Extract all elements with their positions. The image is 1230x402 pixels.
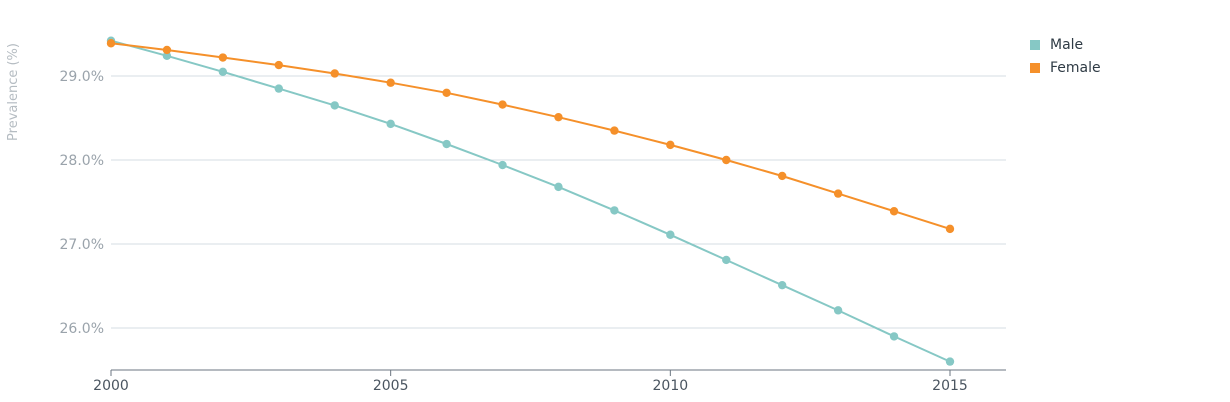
series-line-male <box>110 39 951 363</box>
y-tick-label: 26.0% <box>60 321 104 337</box>
y-tick-label: 29.0% <box>60 69 104 85</box>
data-point-male[interactable] <box>162 51 172 61</box>
legend-item-female[interactable]: Female <box>1030 56 1101 79</box>
data-point-male[interactable] <box>666 230 675 239</box>
x-tick-label: 2000 <box>93 378 129 394</box>
data-point-male[interactable] <box>610 206 619 215</box>
data-point-male[interactable] <box>498 160 507 170</box>
data-point-female[interactable] <box>330 69 339 78</box>
gridlines <box>111 75 1006 329</box>
data-point-male[interactable] <box>386 119 395 129</box>
data-point-male[interactable] <box>218 67 228 77</box>
data-point-male[interactable] <box>945 357 955 366</box>
legend-label-female: Female <box>1050 59 1101 76</box>
data-point-female[interactable] <box>386 78 395 87</box>
data-point-male[interactable] <box>833 306 843 315</box>
data-point-male[interactable] <box>889 332 899 341</box>
data-point-female[interactable] <box>554 112 563 122</box>
data-point-female[interactable] <box>106 39 116 48</box>
legend-swatch-female <box>1030 62 1040 73</box>
x-tick-label: 2015 <box>932 378 968 394</box>
series-group <box>106 36 955 366</box>
data-point-male[interactable] <box>442 139 451 149</box>
data-point-female[interactable] <box>833 189 843 198</box>
data-point-male[interactable] <box>274 84 283 93</box>
data-point-female[interactable] <box>610 126 619 135</box>
data-point-male[interactable] <box>330 101 339 110</box>
legend: Male Female <box>1030 33 1101 79</box>
data-point-female[interactable] <box>722 155 731 165</box>
data-point-female[interactable] <box>274 60 283 70</box>
data-point-male[interactable] <box>554 182 563 192</box>
data-point-female[interactable] <box>778 171 787 181</box>
data-point-female[interactable] <box>945 224 955 234</box>
data-point-female[interactable] <box>442 88 451 98</box>
y-tick-label: 28.0% <box>60 153 104 169</box>
x-tick-label: 2005 <box>373 378 409 394</box>
data-point-female[interactable] <box>666 140 675 150</box>
x-axis-ticks: 2000 2005 2010 2015 <box>93 370 968 394</box>
data-point-female[interactable] <box>889 207 899 216</box>
data-point-male[interactable] <box>778 280 787 290</box>
y-tick-label: 27.0% <box>60 237 104 253</box>
series-line-female <box>110 42 951 230</box>
legend-item-male[interactable]: Male <box>1030 33 1101 56</box>
data-point-female[interactable] <box>498 100 507 109</box>
y-axis-ticks: 26.0% 27.0% 28.0% 29.0% <box>60 69 104 337</box>
y-axis-label: Prevalence (%) <box>6 43 21 141</box>
data-point-female[interactable] <box>162 45 172 55</box>
legend-swatch-male <box>1030 39 1040 50</box>
data-point-female[interactable] <box>218 53 228 62</box>
x-tick-label: 2010 <box>653 378 689 394</box>
data-point-male[interactable] <box>722 255 731 265</box>
legend-label-male: Male <box>1050 36 1084 53</box>
